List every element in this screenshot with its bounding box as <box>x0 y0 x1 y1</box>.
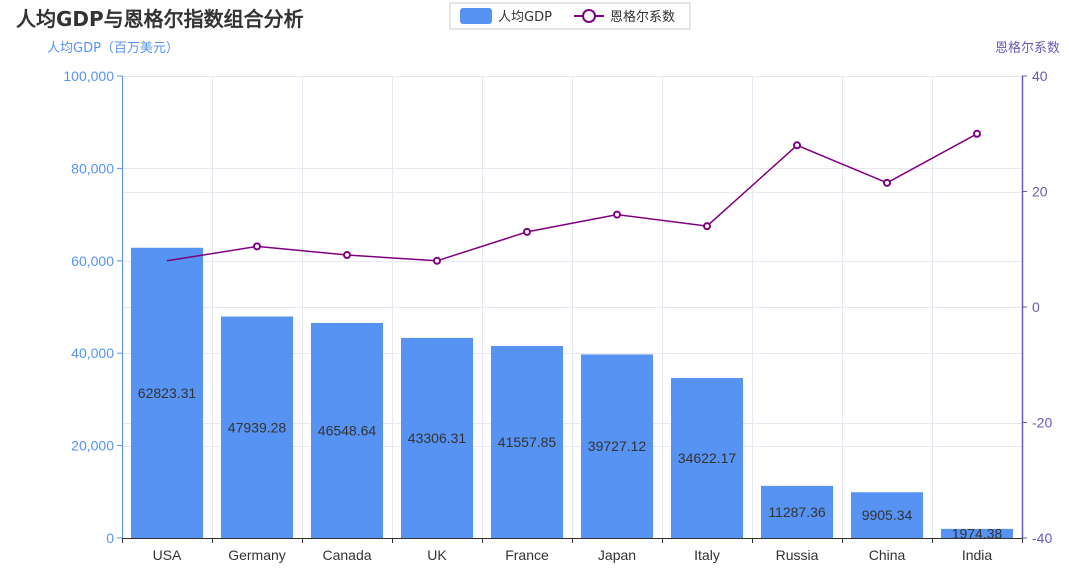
engel-point-italy <box>703 222 711 231</box>
x-tick-label: Russia <box>776 547 819 563</box>
x-axis-ticks: USA Germany Canada UK France Japan Italy Russia… <box>122 538 1023 563</box>
right-axis-title: 恩格尔系数 <box>995 40 1060 56</box>
bar-uk <box>401 337 473 538</box>
bar-value-label: 62823.31 <box>138 385 197 401</box>
x-tick-label: China <box>869 547 906 563</box>
bar-usa <box>131 247 203 539</box>
left-tick-label: 80,000 <box>71 160 114 176</box>
chart-title: 人均GDP与恩格尔指数组合分析 <box>16 7 304 31</box>
engel-point-india <box>973 129 981 138</box>
legend[interactable]: 人均GDP 恩格尔系数 <box>449 2 691 30</box>
x-tick-label: Japan <box>598 547 636 563</box>
engel-line <box>166 133 978 262</box>
engel-point-france <box>523 227 531 236</box>
bar-value-label: 47939.28 <box>228 419 287 435</box>
bar-japan <box>581 354 653 538</box>
legend-label-engel[interactable]: 恩格尔系数 <box>610 9 675 25</box>
right-tick-label: -20 <box>1032 415 1052 431</box>
left-tick-label: 60,000 <box>71 253 114 269</box>
right-tick-label: 0 <box>1032 299 1040 315</box>
left-axis-ticks: 0 20,000 40,000 60,000 80,000 100,000 <box>63 68 122 546</box>
bar-russia <box>761 485 833 538</box>
left-tick-label: 0 <box>106 530 114 546</box>
engel-point-uk <box>433 256 441 265</box>
bar-italy <box>671 378 743 538</box>
bar-value-label: 9905.34 <box>862 507 913 523</box>
x-tick-label: UK <box>427 547 447 563</box>
x-tick-label: India <box>962 547 993 563</box>
bar-value-label: 41557.85 <box>498 434 557 450</box>
grid <box>122 76 1022 539</box>
left-axis-title: 人均GDP（百万美元） <box>47 41 179 56</box>
engel-point-china <box>883 178 891 187</box>
x-tick-label: Italy <box>694 547 720 563</box>
bar-france <box>491 346 563 538</box>
legend-bar-swatch[interactable] <box>460 8 492 24</box>
right-tick-label: 20 <box>1032 184 1048 200</box>
bar-value-label: 1974.38 <box>952 525 1003 541</box>
legend-label-gdp[interactable]: 人均GDP <box>498 10 552 25</box>
bar-data-labels: 62823.31 47939.28 46548.64 43306.31 41557.85… <box>138 385 1003 542</box>
bar-value-label: 46548.64 <box>318 422 377 438</box>
bar-canada <box>311 322 383 538</box>
right-tick-label: -40 <box>1032 530 1052 546</box>
x-tick-label: Germany <box>228 547 286 563</box>
legend-line-marker[interactable] <box>582 9 596 23</box>
left-tick-label: 100,000 <box>63 68 114 84</box>
left-tick-label: 20,000 <box>71 438 114 454</box>
right-axis-ticks: -40 -20 0 20 40 <box>1022 68 1052 546</box>
engel-point-germany <box>253 242 261 251</box>
bar-series <box>131 247 1013 539</box>
right-tick-label: 40 <box>1032 68 1048 84</box>
bar-india <box>941 528 1013 538</box>
bar-value-label: 11287.36 <box>768 504 826 520</box>
left-tick-label: 40,000 <box>71 345 114 361</box>
bar-value-label: 34622.17 <box>678 450 737 466</box>
x-tick-label: France <box>505 547 549 563</box>
bar-value-label: 43306.31 <box>408 430 467 446</box>
x-tick-label: Canada <box>322 547 371 563</box>
x-tick-label: USA <box>153 547 182 563</box>
engel-point-canada <box>343 251 351 260</box>
bar-china <box>851 492 923 538</box>
bar-value-label: 39727.12 <box>588 438 647 454</box>
engel-point-russia <box>793 141 801 150</box>
engel-point-japan <box>613 210 621 219</box>
line-series <box>166 129 981 265</box>
bar-germany <box>221 316 293 538</box>
